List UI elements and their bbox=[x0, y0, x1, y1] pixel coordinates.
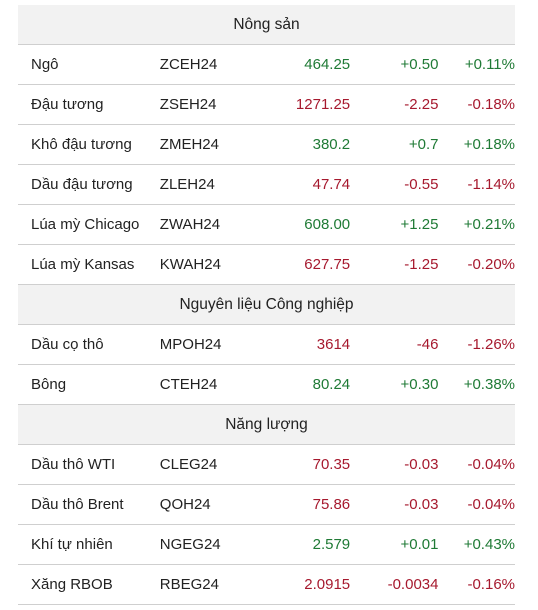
commodity-name: Xăng RBOB bbox=[31, 576, 113, 593]
commodity-name: Dầu thô WTI bbox=[31, 456, 116, 473]
change-value: +0.50 bbox=[400, 56, 439, 73]
table-row: Dầu thô Brent QOH24 75.86 -0.03 -0.04% bbox=[18, 485, 515, 525]
contract-code: QOH24 bbox=[159, 496, 211, 513]
price-value: 1271.25 bbox=[295, 96, 351, 113]
change-percent: -1.26% bbox=[467, 336, 515, 353]
table-row: Ngô ZCEH24 464.25 +0.50 +0.11% bbox=[18, 45, 515, 85]
change-percent: -0.20% bbox=[467, 256, 515, 273]
change-percent: -0.18% bbox=[467, 96, 515, 113]
commodity-name: Lúa mỳ Chicago bbox=[31, 216, 140, 233]
price-value: 80.24 bbox=[312, 376, 351, 393]
commodity-name: Bông bbox=[31, 376, 67, 393]
price-value: 380.2 bbox=[312, 136, 351, 153]
contract-code: ZSEH24 bbox=[159, 96, 217, 113]
contract-code: ZCEH24 bbox=[159, 56, 218, 73]
change-value: +0.7 bbox=[408, 136, 439, 153]
change-percent: +0.43% bbox=[463, 536, 515, 553]
change-percent: -0.04% bbox=[467, 496, 515, 513]
change-percent: -0.04% bbox=[467, 456, 515, 473]
table-row: Dầu đậu tương ZLEH24 47.74 -0.55 -1.14% bbox=[18, 165, 515, 205]
commodity-name: Đậu tương bbox=[31, 96, 104, 113]
change-value: +1.25 bbox=[400, 216, 439, 233]
section-header: Năng lượng bbox=[18, 405, 515, 445]
change-value: -0.03 bbox=[404, 456, 439, 473]
price-value: 70.35 bbox=[312, 456, 351, 473]
change-percent: +0.21% bbox=[463, 216, 515, 233]
commodity-name: Dầu thô Brent bbox=[31, 496, 124, 513]
change-value: -1.25 bbox=[404, 256, 439, 273]
price-value: 47.74 bbox=[312, 176, 351, 193]
change-percent: -0.16% bbox=[467, 576, 515, 593]
contract-code: CTEH24 bbox=[159, 376, 218, 393]
price-value: 2.579 bbox=[312, 536, 351, 553]
change-value: -46 bbox=[416, 336, 439, 353]
change-value: +0.30 bbox=[400, 376, 439, 393]
change-value: -0.03 bbox=[404, 496, 439, 513]
table-row: Đậu tương ZSEH24 1271.25 -2.25 -0.18% bbox=[18, 85, 515, 125]
change-percent: +0.18% bbox=[463, 136, 515, 153]
contract-code: RBEG24 bbox=[159, 576, 219, 593]
commodity-name: Dầu đậu tương bbox=[31, 176, 133, 193]
section-header: Nông sản bbox=[18, 5, 515, 45]
contract-code: ZWAH24 bbox=[159, 216, 221, 233]
price-value: 627.75 bbox=[304, 256, 351, 273]
table-row: Bông CTEH24 80.24 +0.30 +0.38% bbox=[18, 365, 515, 405]
change-percent: -1.14% bbox=[467, 176, 515, 193]
section-header: Nguyên liệu Công nghiệp bbox=[18, 285, 515, 325]
table-row: Khí tự nhiên NGEG24 2.579 +0.01 +0.43% bbox=[18, 525, 515, 565]
commodity-price-table: Nông sản Ngô ZCEH24 464.25 +0.50 +0.11% Đậu tư… bbox=[18, 5, 515, 605]
commodity-name: Khô đậu tương bbox=[31, 136, 132, 153]
table-row: Lúa mỳ Kansas KWAH24 627.75 -1.25 -0.20% bbox=[18, 245, 515, 285]
table-row: Xăng RBOB RBEG24 2.0915 -0.0034 -0.16% bbox=[18, 565, 515, 605]
contract-code: ZMEH24 bbox=[159, 136, 219, 153]
table-row: Dầu cọ thô MPOH24 3614 -46 -1.26% bbox=[18, 325, 515, 365]
change-percent: +0.11% bbox=[464, 56, 515, 73]
contract-code: KWAH24 bbox=[159, 256, 221, 273]
table-row: Khô đậu tương ZMEH24 380.2 +0.7 +0.18% bbox=[18, 125, 515, 165]
price-value: 2.0915 bbox=[304, 576, 351, 593]
change-percent: +0.38% bbox=[463, 376, 515, 393]
change-value: -2.25 bbox=[404, 96, 439, 113]
change-value: -0.0034 bbox=[387, 576, 439, 593]
change-value: -0.55 bbox=[404, 176, 439, 193]
price-value: 3614 bbox=[316, 336, 351, 353]
price-value: 608.00 bbox=[304, 216, 351, 233]
commodity-name: Ngô bbox=[31, 56, 59, 73]
table-row: Dầu thô WTI CLEG24 70.35 -0.03 -0.04% bbox=[18, 445, 515, 485]
contract-code: MPOH24 bbox=[159, 336, 222, 353]
contract-code: CLEG24 bbox=[159, 456, 218, 473]
contract-code: NGEG24 bbox=[159, 536, 221, 553]
price-value: 75.86 bbox=[312, 496, 351, 513]
table-row: Lúa mỳ Chicago ZWAH24 608.00 +1.25 +0.21% bbox=[18, 205, 515, 245]
price-value: 464.25 bbox=[304, 56, 351, 73]
commodity-name: Dầu cọ thô bbox=[31, 336, 104, 353]
change-value: +0.01 bbox=[400, 536, 439, 553]
commodity-name: Khí tự nhiên bbox=[31, 536, 113, 553]
contract-code: ZLEH24 bbox=[159, 176, 215, 193]
commodity-name: Lúa mỳ Kansas bbox=[31, 256, 135, 273]
